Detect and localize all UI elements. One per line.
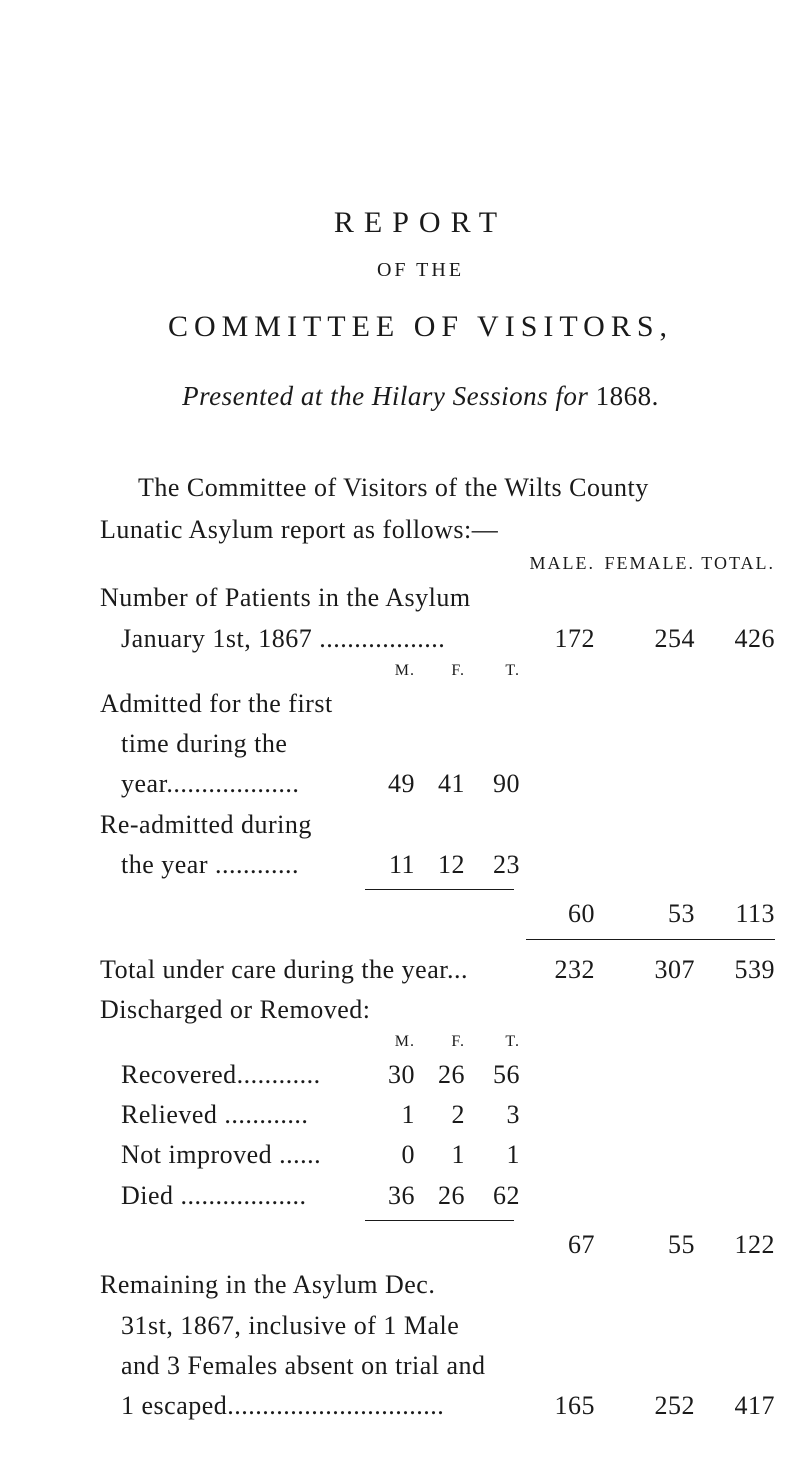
- relieved-f: 2: [415, 1095, 465, 1135]
- died-f: 26: [415, 1176, 465, 1216]
- rule-right-1: [526, 939, 775, 940]
- presented-year: 1868.: [596, 381, 659, 411]
- notimproved-label: Not improved ......: [100, 1135, 365, 1175]
- admitted-f: 41: [415, 764, 465, 804]
- col-m: M.: [365, 659, 415, 684]
- notimproved-f: 1: [415, 1135, 465, 1175]
- remaining-male: 165: [520, 1386, 595, 1426]
- admitted-l2: time during the: [100, 724, 520, 764]
- admitted-l3: year...................: [100, 764, 365, 804]
- document-page: REPORT OF THE COMMITTEE OF VISITORS, Pre…: [0, 0, 801, 1474]
- title-presented: Presented at the Hilary Sessions for 186…: [100, 376, 741, 418]
- presented-prefix: Presented at the Hilary Sessions for: [182, 381, 595, 411]
- sub2-female: 55: [595, 1225, 695, 1265]
- notimproved-t: 1: [465, 1135, 520, 1175]
- recovered-label: Recovered............: [100, 1055, 365, 1095]
- remaining-l2: 31st, 1867, inclusive of 1 Male: [100, 1306, 520, 1346]
- col-male: MALE.: [520, 550, 595, 578]
- admitted-t: 90: [465, 764, 520, 804]
- col-female: FEMALE.: [595, 550, 695, 578]
- asylum-label2-dots: ..................: [319, 624, 445, 653]
- asylum-label2-pre: January 1st, 1867: [121, 624, 319, 653]
- title-of-the: OF THE: [100, 255, 741, 286]
- intro-line2: Lunatic Asylum report as follows:—: [100, 510, 741, 550]
- asylum-label1: Number of Patients in the Asylum: [100, 578, 520, 618]
- report-table: MALE. FEMALE. TOTAL. Number of Patients …: [100, 550, 741, 1426]
- col-t-2: T.: [465, 1030, 520, 1055]
- col-f: F.: [415, 659, 465, 684]
- died-m: 36: [365, 1176, 415, 1216]
- rule-mft-1: [365, 889, 514, 890]
- notimproved-m: 0: [365, 1135, 415, 1175]
- recovered-t: 56: [465, 1055, 520, 1095]
- readmitted-l2: the year ............: [100, 845, 365, 885]
- sub1-total: 113: [695, 894, 775, 934]
- relieved-m: 1: [365, 1095, 415, 1135]
- recovered-f: 26: [415, 1055, 465, 1095]
- died-label: Died ..................: [100, 1176, 365, 1216]
- died-t: 62: [465, 1176, 520, 1216]
- remaining-l4: 1 escaped...............................: [100, 1386, 520, 1426]
- tuc-male: 232: [520, 950, 595, 990]
- col-t: T.: [465, 659, 520, 684]
- intro-line1: The Committee of Visitors of the Wilts C…: [100, 468, 741, 508]
- readmitted-m: 11: [365, 845, 415, 885]
- asylum-label2: January 1st, 1867 ..................: [100, 619, 520, 659]
- tuc-total: 539: [695, 950, 775, 990]
- remaining-total: 417: [695, 1386, 775, 1426]
- asylum-male: 172: [520, 619, 595, 659]
- admitted-m: 49: [365, 764, 415, 804]
- readmitted-l1: Re-admitted during: [100, 805, 520, 845]
- remaining-l1: Remaining in the Asylum Dec.: [100, 1265, 520, 1305]
- relieved-label: Relieved ............: [100, 1095, 365, 1135]
- discharged-header: Discharged or Removed:: [100, 990, 520, 1030]
- title-committee: COMMITTEE OF VISITORS,: [100, 304, 741, 351]
- col-m-2: M.: [365, 1030, 415, 1055]
- tuc-female: 307: [595, 950, 695, 990]
- title-report: REPORT: [100, 200, 741, 247]
- asylum-total: 426: [695, 619, 775, 659]
- relieved-t: 3: [465, 1095, 520, 1135]
- col-total: TOTAL.: [695, 550, 775, 578]
- readmitted-f: 12: [415, 845, 465, 885]
- readmitted-t: 23: [465, 845, 520, 885]
- asylum-female: 254: [595, 619, 695, 659]
- remaining-l3: and 3 Females absent on trial and: [100, 1346, 520, 1386]
- sub1-female: 53: [595, 894, 695, 934]
- col-f-2: F.: [415, 1030, 465, 1055]
- sub1-male: 60: [520, 894, 595, 934]
- tuc-label: Total under care during the year...: [100, 950, 520, 990]
- admitted-l1: Admitted for the first: [100, 684, 520, 724]
- sub2-total: 122: [695, 1225, 775, 1265]
- recovered-m: 30: [365, 1055, 415, 1095]
- remaining-female: 252: [595, 1386, 695, 1426]
- sub2-male: 67: [520, 1225, 595, 1265]
- rule-mft-2: [365, 1220, 514, 1221]
